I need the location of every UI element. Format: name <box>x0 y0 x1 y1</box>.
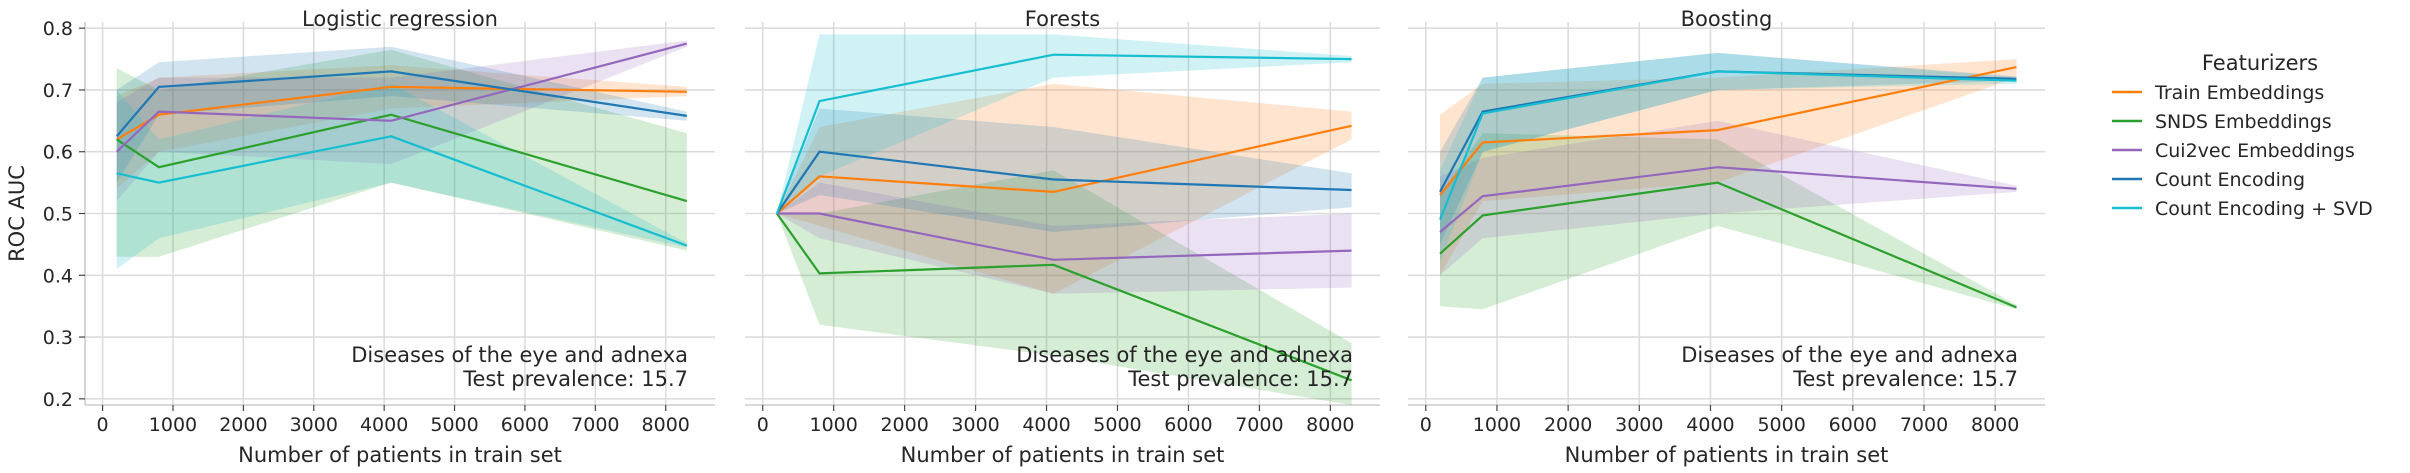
series-line <box>115 42 688 153</box>
x-tick-label: 7000 <box>1900 414 1948 436</box>
x-tick-label: 2000 <box>1544 414 1592 436</box>
confidence-band <box>776 182 1352 294</box>
legend-label: Cui2vec Embeddings <box>2155 140 2355 162</box>
annotation-line-2: Test prevalence: 15.7 <box>1127 367 1353 391</box>
x-tick-label: 8000 <box>1306 414 1354 436</box>
x-tick-label: 4000 <box>360 414 408 436</box>
series-line <box>116 113 688 203</box>
x-axis-label: Number of patients in train set <box>901 443 1225 467</box>
legend-label: Count Encoding + SVD <box>2155 198 2373 220</box>
series-line <box>115 70 687 138</box>
confidence-band <box>116 65 687 189</box>
x-tick-label: 1000 <box>149 414 197 436</box>
x-axis-label: Number of patients in train set <box>238 443 562 467</box>
annotation-line-1: Diseases of the eye and adnexa <box>1681 343 2018 367</box>
series-line <box>776 212 1352 261</box>
x-tick-label: 0 <box>757 414 769 436</box>
series-line <box>776 212 1352 382</box>
x-axis-label: Number of patients in train set <box>1565 443 1889 467</box>
annotation-line-2: Test prevalence: 15.7 <box>1792 367 2018 391</box>
y-tick-label: 0.2 <box>43 389 73 411</box>
series-line <box>116 85 687 141</box>
x-tick-label: 3000 <box>951 414 999 436</box>
x-tick-label: 2000 <box>219 414 267 436</box>
panel-title: Forests <box>1025 7 1100 31</box>
series-line <box>1439 181 2017 309</box>
series-line <box>1439 166 2017 233</box>
x-tick-label: 1000 <box>810 414 858 436</box>
y-tick-label: 0.4 <box>43 265 73 287</box>
series-line <box>1438 70 2017 221</box>
legend-label: Train Embeddings <box>2154 82 2324 104</box>
panel-title: Boosting <box>1681 7 1773 31</box>
x-tick-label: 2000 <box>880 414 928 436</box>
series-line <box>776 124 1352 215</box>
confidence-band <box>1440 133 2017 310</box>
series-line <box>775 150 1352 215</box>
confidence-band <box>776 108 1352 232</box>
x-tick-label: 5000 <box>1757 414 1805 436</box>
panel-3: Boosting 0 1000 2000 3000 4000 5000 6000 7000 800… <box>1408 7 2045 467</box>
x-tick-label: 6000 <box>1164 414 1212 436</box>
series-line <box>116 135 688 247</box>
confidence-band <box>1440 52 2017 263</box>
x-tick-label: 5000 <box>1093 414 1141 436</box>
y-axis-label: ROC AUC <box>5 165 29 262</box>
x-tick-label: 6000 <box>501 414 549 436</box>
confidence-band <box>776 34 1352 214</box>
confidence-band <box>1440 120 2017 276</box>
x-tick-label: 1000 <box>1473 414 1521 436</box>
x-tick-label: 6000 <box>1829 414 1877 436</box>
panel-title: Logistic regression <box>302 7 498 31</box>
confidence-band <box>1440 52 2017 245</box>
confidence-band <box>116 49 687 257</box>
series-line <box>775 53 1352 214</box>
x-tick-label: 5000 <box>430 414 478 436</box>
x-tick-label: 4000 <box>1022 414 1070 436</box>
annotation-line-1: Diseases of the eye and adnexa <box>1016 343 1353 367</box>
legend: Featurizers Train Embeddings SNDS Embeddi… <box>2112 51 2373 220</box>
confidence-band <box>776 170 1352 405</box>
x-tick-label: 0 <box>1420 414 1432 436</box>
x-tick-label: 8000 <box>642 414 690 436</box>
annotation-line-2: Test prevalence: 15.7 <box>462 367 688 391</box>
x-tick-label: 8000 <box>1971 414 2019 436</box>
x-tick-label: 3000 <box>290 414 338 436</box>
x-tick-label: 3000 <box>1615 414 1663 436</box>
x-tick-label: 0 <box>97 414 109 436</box>
y-tick-label: 0.7 <box>43 80 73 102</box>
x-tick-label: 7000 <box>1235 414 1283 436</box>
y-tick-label: 0.8 <box>43 18 73 40</box>
legend-label: SNDS Embeddings <box>2155 111 2332 133</box>
y-tick-label: 0.5 <box>43 204 73 226</box>
legend-label: Count Encoding <box>2155 169 2305 191</box>
panel-2: Forests 0 1000 2000 3000 4000 5000 6000 7000 8000… <box>745 7 1380 467</box>
x-tick-label: 4000 <box>1686 414 1734 436</box>
confidence-band <box>116 83 687 270</box>
y-tick-label: 0.6 <box>43 142 73 164</box>
annotation-line-1: Diseases of the eye and adnexa <box>351 343 688 367</box>
y-tick-label: 0.3 <box>43 327 73 349</box>
panel-1: Logistic regression 0 1000 2000 3000 4000 5000… <box>5 7 715 467</box>
legend-title: Featurizers <box>2202 51 2318 75</box>
x-tick-label: 7000 <box>571 414 619 436</box>
